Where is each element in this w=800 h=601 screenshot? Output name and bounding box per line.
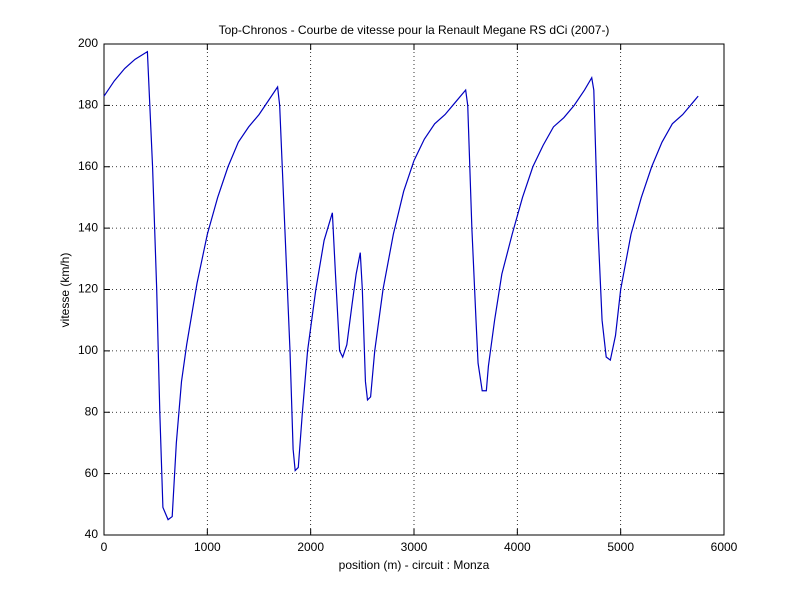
chart-title: Top-Chronos - Courbe de vitesse pour la … [219, 23, 610, 37]
x-tick-label: 4000 [504, 540, 531, 554]
x-tick-label: 3000 [401, 540, 428, 554]
speed-line [103, 50, 699, 521]
plot-frame [103, 43, 725, 536]
y-tick-label: 180 [78, 98, 98, 112]
x-tick-label: 2000 [297, 540, 324, 554]
x-tick-label: 0 [101, 540, 108, 554]
x-axis-label: position (m) - circuit : Monza [339, 558, 490, 572]
y-tick-label: 80 [85, 404, 99, 418]
x-tick-label: 6000 [711, 540, 738, 554]
y-tick-label: 100 [78, 343, 98, 357]
y-tick-label: 160 [78, 159, 98, 173]
y-tick-label: 40 [85, 527, 99, 541]
y-tick-label: 120 [78, 282, 98, 296]
x-tick-label: 1000 [194, 540, 221, 554]
x-tick-label: 5000 [607, 540, 634, 554]
y-tick-label: 140 [78, 220, 98, 234]
y-tick-label: 200 [78, 36, 98, 50]
y-tick-label: 60 [85, 466, 99, 480]
y-axis-label: vitesse (km/h) [58, 253, 72, 328]
